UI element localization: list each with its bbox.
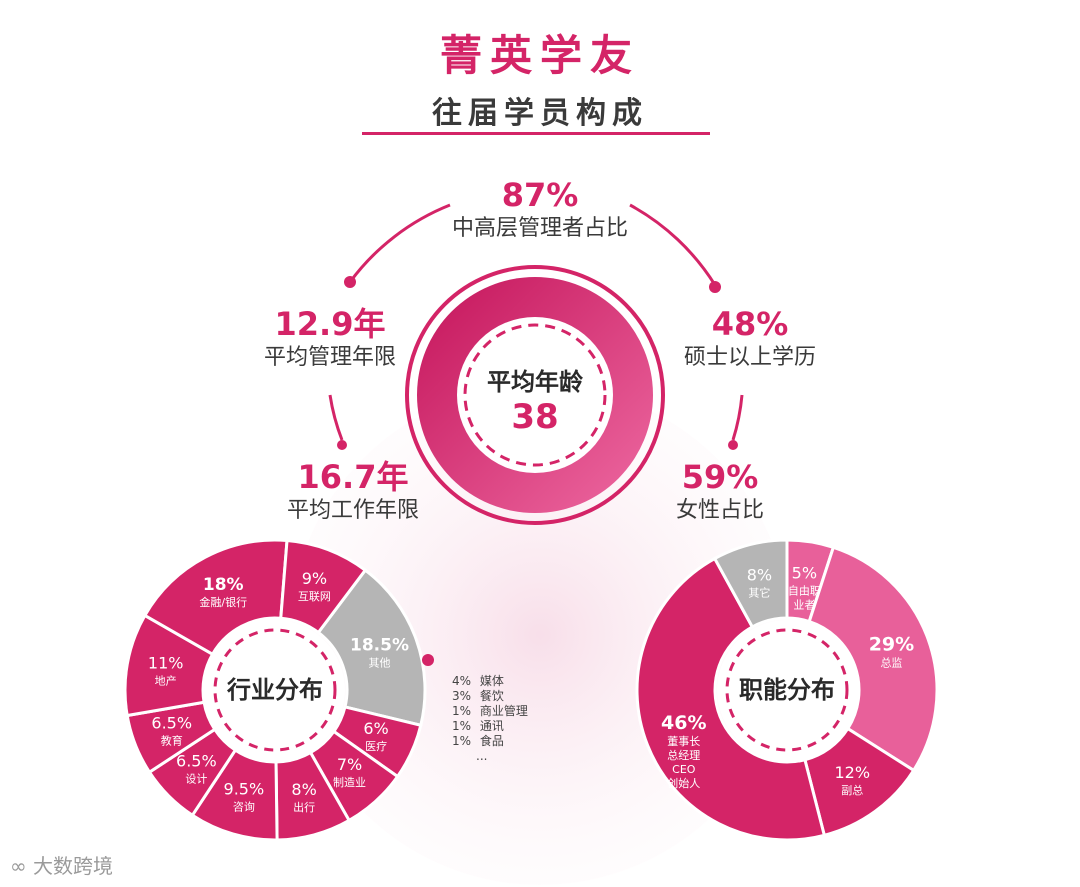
donut-slice-name-label: 互联网 [298, 590, 331, 603]
donut-title: 职能分布 [739, 676, 835, 704]
connector-arcs [328, 203, 744, 450]
page-title: 菁英学友 [439, 31, 640, 80]
watermark-text: 大数跨境 [33, 854, 114, 878]
donut-dashed-ring [213, 628, 337, 752]
donut-slice-1 [807, 545, 939, 773]
donut-slice-name-label: 副总 [841, 783, 863, 797]
other-breakdown-item: 3% 餐饮 [452, 689, 504, 703]
donut-dashed-ring [725, 628, 849, 752]
other-breakdown-item: 1% 食品 [452, 734, 504, 748]
donut-slice-name-label: 其它 [748, 585, 770, 599]
stat-avg-mgmt-years-value: 12.9年 [274, 305, 386, 343]
stat-female-ratio-value: 59% [681, 458, 759, 496]
other-breakdown-item: 4% 媒体 [452, 674, 504, 688]
donut-slice-pct-label: 6% [363, 719, 388, 738]
donut-slice-8 [142, 538, 289, 657]
donut-slice-name-label: 地产 [155, 674, 177, 688]
donut-slice-9 [279, 538, 368, 635]
donut-slice-name-label: 业者 [793, 598, 815, 611]
center-value: 38 [511, 397, 558, 437]
page-subtitle: 往届学员构成 [432, 96, 648, 131]
stat-master-degree-label: 硕士以上学历 [683, 345, 816, 370]
other-breakdown-list: 4% 媒体 3% 餐饮 1% 商业管理 1% 通讯 1% 食品 ... [452, 674, 528, 764]
donut-slice-4 [712, 538, 789, 629]
watermark-logo-icon: ∞ [10, 854, 27, 878]
other-breakdown-item: 1% 商业管理 [452, 704, 528, 718]
donut-slice-name-label: 金融/银行 [199, 595, 247, 609]
center-age-ring: 平均年龄 38 [405, 265, 665, 525]
donut-slice-pct-label: 46% [661, 712, 706, 734]
donut-slice-name-label: 自由职 [788, 583, 821, 597]
center-label: 平均年龄 [487, 368, 584, 396]
donut-slice-name-label: 董事长 [667, 735, 700, 748]
donut-slice-pct-label: 6.5% [176, 751, 217, 770]
donut-slice-pct-label: 18% [203, 575, 244, 595]
stat-avg-work-years-label: 平均工作年限 [286, 498, 419, 523]
stat-management-ratio-value: 87% [501, 176, 579, 214]
donut-slice-pct-label: 12% [834, 763, 870, 782]
stat-master-degree: 48% 硕士以上学历 [660, 305, 840, 373]
donut-slice-name-label: 创始人 [667, 776, 700, 790]
stat-management-ratio: 87% 中高层管理者占比 [430, 176, 650, 244]
other-connector [422, 654, 434, 666]
donut-slice-pct-label: 9.5% [224, 780, 265, 799]
stat-master-degree-value: 48% [711, 305, 789, 343]
donut-slice-name-label: CEO [672, 763, 696, 776]
donut-slice-name-label: 出行 [293, 800, 315, 814]
donut-slice-name-label: 制造业 [333, 775, 366, 789]
donut-slice-name-label: 教育 [161, 734, 183, 748]
title-underline [362, 132, 710, 135]
donut-slice-name-label: 设计 [185, 772, 207, 785]
other-breakdown-item: 1% 通讯 [452, 719, 504, 733]
industry-donut-chart: 18.5%其他6%医疗7%制造业8%出行9.5%咨询6.5%设计6.5%教育11… [123, 538, 427, 842]
donut-slice-pct-label: 8% [747, 565, 772, 584]
donut-slice-pct-label: 6.5% [151, 714, 192, 733]
donut-slice-pct-label: 9% [302, 569, 327, 588]
donut-slice-name-label: 总经理 [667, 748, 700, 762]
donut-hole [205, 620, 345, 760]
donut-slice-name-label: 其他 [369, 657, 391, 670]
donut-title: 行业分布 [226, 676, 323, 704]
donut-slice-3 [635, 556, 827, 842]
donut-slice-name-label: 咨询 [233, 800, 255, 814]
donut-slice-pct-label: 11% [148, 654, 184, 673]
stat-female-ratio-label: 女性占比 [675, 498, 764, 523]
donut-slice-name-label: 总监 [880, 655, 902, 669]
donut-slice-pct-label: 18.5% [350, 636, 409, 656]
stat-female-ratio: 59% 女性占比 [655, 458, 785, 526]
donut-slice-pct-label: 7% [337, 755, 362, 774]
donut-slice-0 [316, 568, 427, 728]
donut-slice-name-label: 医疗 [365, 739, 387, 753]
stat-management-ratio-label: 中高层管理者占比 [451, 216, 628, 241]
stat-avg-mgmt-years: 12.9年 平均管理年限 [240, 305, 420, 373]
donut-slice-pct-label: 29% [869, 633, 914, 655]
stat-avg-mgmt-years-label: 平均管理年限 [263, 345, 396, 370]
donut-hole [717, 620, 857, 760]
donut-slice-pct-label: 8% [291, 780, 316, 799]
other-breakdown-item: ... [476, 749, 488, 763]
donut-slice-pct-label: 5% [792, 563, 817, 582]
stat-avg-work-years: 16.7年 平均工作年限 [268, 458, 438, 526]
stat-avg-work-years-value: 16.7年 [297, 458, 409, 496]
watermark: ∞ 大数跨境 [10, 850, 113, 879]
